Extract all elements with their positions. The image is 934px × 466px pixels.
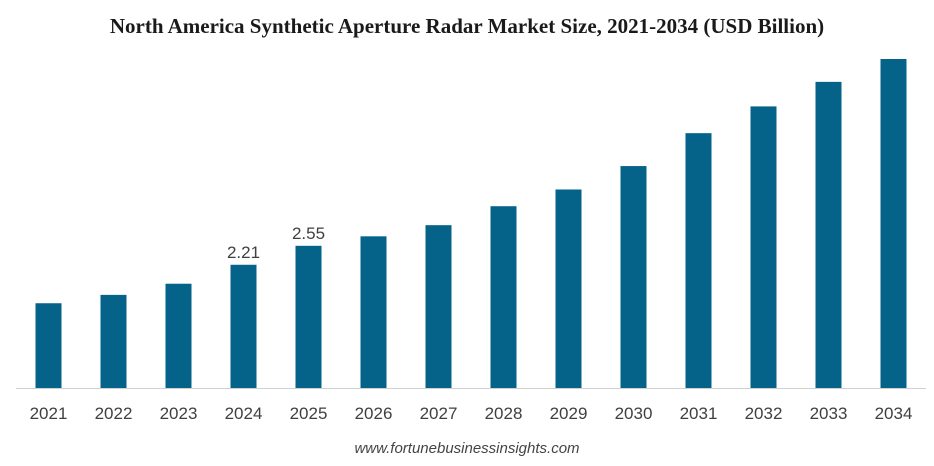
x-tick-label-2034: 2034 [875,404,913,423]
bar-2031 [685,133,712,388]
x-tick-label-2032: 2032 [745,404,783,423]
x-tick-label-2033: 2033 [810,404,848,423]
bar-2030 [620,166,647,388]
bar-2023 [165,283,192,388]
bar-2021 [35,303,62,388]
x-tick-label-2031: 2031 [680,404,718,423]
x-tick-label-2021: 2021 [30,404,68,423]
x-tick-label-2023: 2023 [160,404,198,423]
bar-2028 [490,206,517,388]
bar-2029 [555,189,582,388]
chart-title: North America Synthetic Aperture Radar M… [109,14,825,38]
x-tick-label-2027: 2027 [420,404,458,423]
x-tick-label-2028: 2028 [485,404,523,423]
bar-2033 [815,81,842,389]
bar-2026 [360,236,387,388]
bar-2022 [100,294,127,388]
data-label-2025: 2.55 [292,224,325,243]
x-tick-label-2030: 2030 [615,404,653,423]
bar-2027 [425,225,452,388]
bar-2024 [230,264,257,388]
x-tick-label-2026: 2026 [355,404,393,423]
x-tick-label-2022: 2022 [95,404,133,423]
x-tick-label-2024: 2024 [225,404,263,423]
source-footer: www.fortunebusinessinsights.com [354,440,580,457]
bar-2025 [295,245,322,388]
bar-2032 [750,106,777,388]
x-tick-label-2029: 2029 [550,404,588,423]
x-tick-label-2025: 2025 [290,404,328,423]
bar-2034 [880,59,907,388]
data-label-2024: 2.21 [227,243,260,262]
